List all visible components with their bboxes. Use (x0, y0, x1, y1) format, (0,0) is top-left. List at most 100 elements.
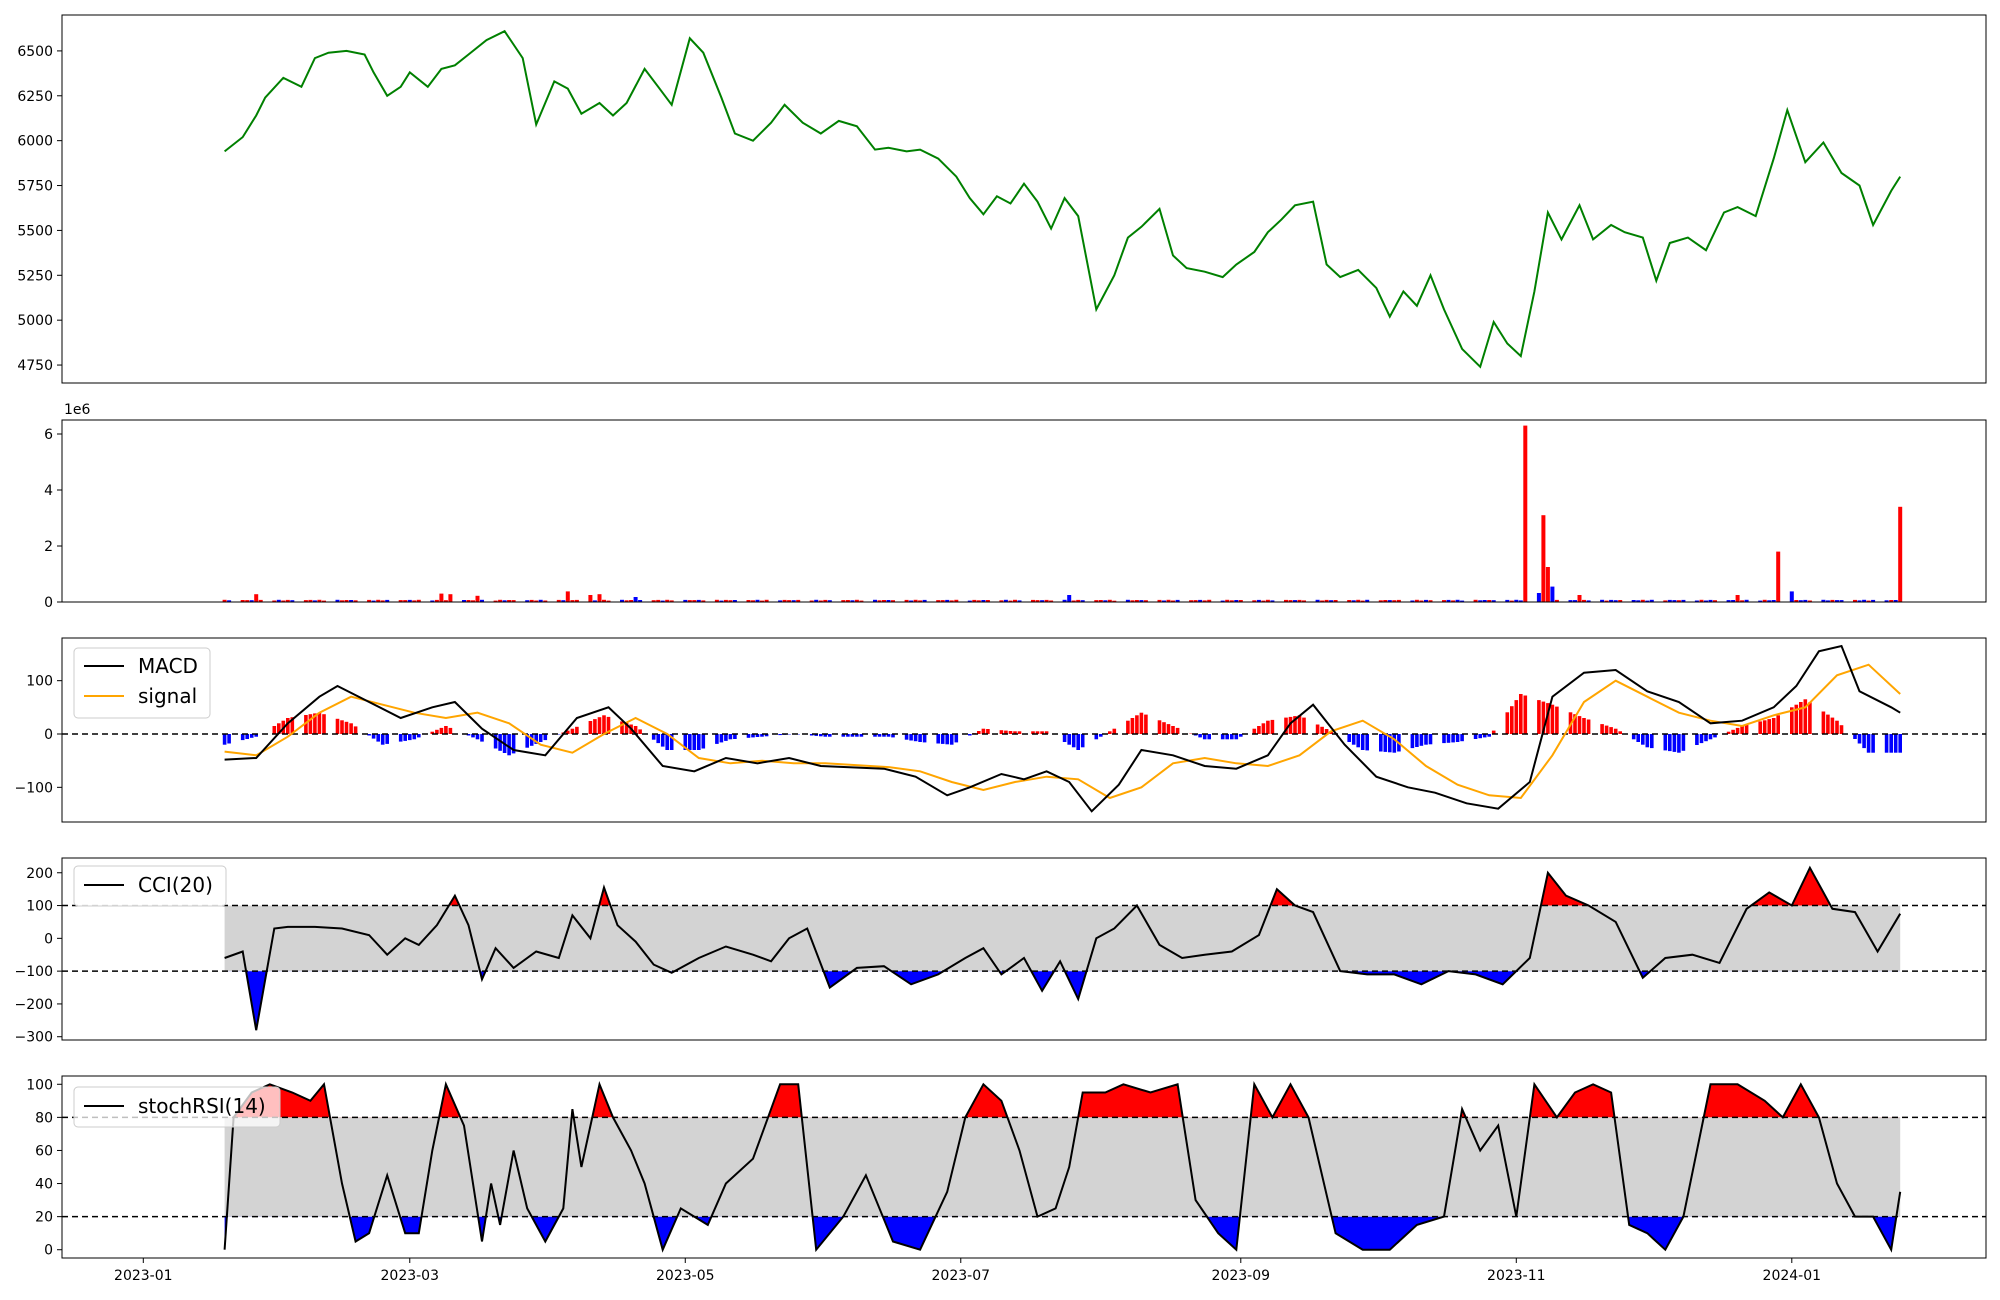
volume-bar (1162, 600, 1166, 602)
volume-bar (543, 600, 548, 602)
macd-ytick-label: 100 (26, 674, 53, 690)
macd-histogram-bar (719, 734, 724, 743)
macd-histogram-bar (1681, 734, 1686, 751)
volume-bar (353, 600, 358, 602)
volume-bar (1157, 599, 1162, 602)
volume-bar (1320, 600, 1325, 602)
macd-histogram-bar (1297, 715, 1302, 734)
x-tick-label: 2023-09 (1212, 1268, 1271, 1284)
volume-bar (349, 600, 354, 602)
volume-bar (281, 600, 286, 602)
volume-bar (1166, 599, 1171, 602)
volume-bar (385, 599, 390, 602)
volume-bar (1424, 599, 1428, 602)
volume-bar (981, 600, 986, 602)
volume-bar (1238, 600, 1243, 602)
macd-histogram-bar (1889, 734, 1893, 753)
macd-histogram-bar (1446, 734, 1451, 743)
volume-bar (1807, 600, 1812, 602)
macd-histogram-bar (954, 734, 959, 743)
macd-histogram-bar (909, 734, 913, 741)
macd-histogram-bar (444, 726, 448, 734)
volume-bar (1139, 600, 1144, 602)
volume-bar (922, 599, 927, 602)
volume-bar (403, 600, 408, 602)
volume-bar (1478, 600, 1483, 602)
volume-bar (778, 600, 783, 602)
volume-bar (561, 600, 566, 602)
volume-bar (1704, 600, 1708, 602)
price-frame (61, 14, 1987, 384)
volume-bar (1003, 599, 1008, 602)
macd-histogram-bar (602, 715, 606, 734)
macd-histogram-bar (1031, 731, 1035, 734)
volume-bar (398, 600, 403, 602)
macd-histogram-bar (480, 734, 484, 742)
volume-panel: 1e6 0 2 4 6 (44, 402, 1987, 611)
macd-histogram-bar (1076, 734, 1080, 750)
volume-bar (818, 600, 823, 602)
macd-histogram-bar (1555, 706, 1559, 734)
macd-histogram-bar (385, 734, 389, 744)
volume-bar (303, 600, 308, 602)
volume-bar (1889, 600, 1894, 602)
volume-bar (719, 600, 724, 602)
volume-bar (1080, 600, 1085, 602)
volume-bar (1681, 599, 1686, 602)
volume-bar (448, 594, 453, 602)
volume-bar (1365, 599, 1370, 602)
macd-histogram-bar (1460, 734, 1464, 742)
macd-histogram-bar (809, 734, 814, 736)
volume-bar (371, 600, 376, 602)
macd-histogram-bar (498, 734, 502, 751)
volume-bar (854, 599, 859, 602)
volume-bar (1076, 599, 1081, 602)
volume-bar (1261, 600, 1266, 602)
macd-histogram-bar (254, 734, 258, 737)
macd-histogram-bar (1392, 734, 1397, 753)
macd-histogram-bar (846, 734, 850, 737)
macd-histogram-bar (1207, 734, 1211, 740)
price-panel: 4750 5000 5250 5500 5750 6000 6250 6500 (17, 14, 1987, 384)
macd-histogram-bar (475, 734, 480, 740)
volume-bar (1175, 599, 1180, 602)
stochrsi-legend-box (73, 1086, 281, 1128)
macd-histogram-bar (814, 734, 818, 736)
macd-histogram-bar (1099, 734, 1103, 737)
stochrsi-ytick-label: 60 (35, 1143, 53, 1159)
volume-bar (1098, 600, 1103, 602)
volume-bar (1293, 600, 1297, 602)
macd-histogram-bar (715, 734, 719, 744)
volume-bar (1220, 600, 1225, 602)
volume-bar (1568, 600, 1573, 602)
volume-bar (1676, 600, 1681, 602)
macd-histogram-bar (949, 734, 954, 745)
macd-histogram-bar (1835, 720, 1839, 734)
volume-bar (588, 595, 593, 602)
macd-histogram-bar (1320, 726, 1324, 734)
macd-histogram-bar (538, 734, 543, 742)
macd-histogram-bar (1040, 731, 1044, 734)
volume-bar (945, 599, 950, 602)
stochrsi-frame (61, 1075, 1987, 1259)
volume-bar (380, 600, 385, 602)
volume-bar (285, 599, 290, 602)
macd-histogram-bar (597, 717, 602, 734)
macd-histogram-bar (1636, 734, 1640, 742)
volume-bar (1735, 595, 1740, 602)
macd-histogram-bar (593, 719, 597, 734)
cci-frame (61, 857, 1987, 1041)
macd-histogram-bar (543, 734, 548, 741)
volume-bar (1094, 600, 1099, 602)
price-ytick-label: 5000 (17, 313, 53, 329)
volume-bar (809, 600, 814, 602)
macd-histogram-bar (841, 734, 846, 737)
macd-histogram-bar (751, 734, 755, 738)
volume-bar (967, 600, 972, 602)
macd-histogram-bar (1830, 717, 1835, 734)
macd-histogram-bar (823, 734, 828, 737)
volume-bar (913, 599, 918, 602)
macd-histogram-bar (349, 723, 353, 734)
signal-legend-label: signal (138, 684, 197, 708)
x-tick-label: 2024-01 (1763, 1268, 1822, 1284)
